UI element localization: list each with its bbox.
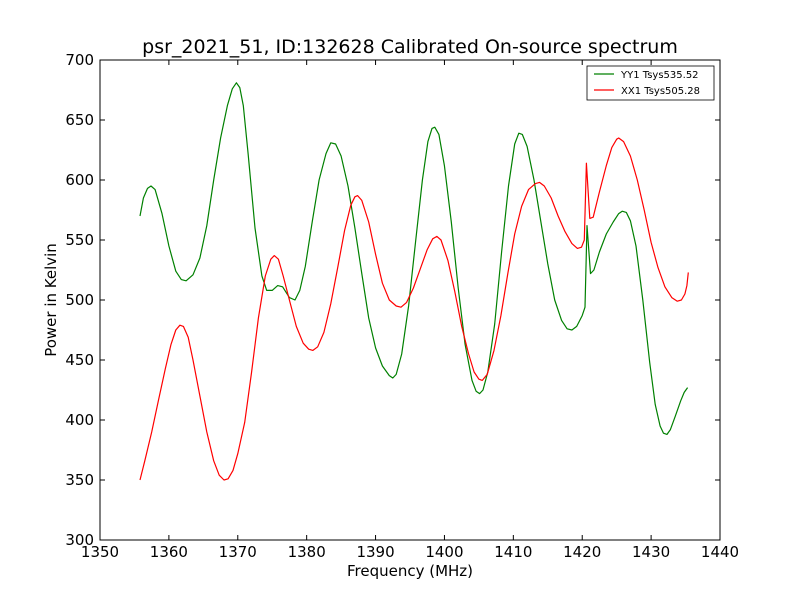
plot-area xyxy=(100,60,720,540)
y-tick-label: 650 xyxy=(65,111,94,129)
y-tick-label: 500 xyxy=(65,291,94,309)
x-tick-label: 1410 xyxy=(494,543,532,561)
legend-label-yy1: YY1 Tsys535.52 xyxy=(620,70,699,81)
series-line-0 xyxy=(139,82,689,435)
y-tick-label: 600 xyxy=(65,171,94,189)
y-tick-label: 550 xyxy=(65,231,94,249)
plot-frame xyxy=(99,59,721,541)
x-tick-label: 1420 xyxy=(563,543,601,561)
legend-label-xx1: XX1 Tsys505.28 xyxy=(621,86,700,97)
x-axis-label: Frequency (MHz) xyxy=(347,562,473,580)
legend: YY1 Tsys535.52 XX1 Tsys505.28 xyxy=(586,65,715,101)
x-tick-label: 1440 xyxy=(701,543,739,561)
x-tick-label: 1360 xyxy=(150,543,188,561)
x-tick-label: 1380 xyxy=(288,543,326,561)
y-tick-label: 400 xyxy=(65,411,94,429)
y-tick-label: 700 xyxy=(65,51,94,69)
legend-box xyxy=(586,65,715,101)
x-tick-label: 1400 xyxy=(425,543,463,561)
series-lines xyxy=(139,82,689,481)
chart-title: psr_2021_51, ID:132628 Calibrated On-sou… xyxy=(142,36,678,58)
y-tick-label: 300 xyxy=(65,531,94,549)
x-tick-label: 1430 xyxy=(632,543,670,561)
y-axis-label: Power in Kelvin xyxy=(42,243,60,357)
y-tick-label: 350 xyxy=(65,471,94,489)
x-tick-label: 1350 xyxy=(81,543,119,561)
x-tick-label: 1370 xyxy=(219,543,257,561)
y-tick-label: 450 xyxy=(65,351,94,369)
axis-tick-labels: 1350 1360 1370 1380 1390 1400 1410 1420 1430 1440… xyxy=(65,51,739,561)
x-tick-label: 1390 xyxy=(356,543,394,561)
series-line-1 xyxy=(139,137,689,481)
